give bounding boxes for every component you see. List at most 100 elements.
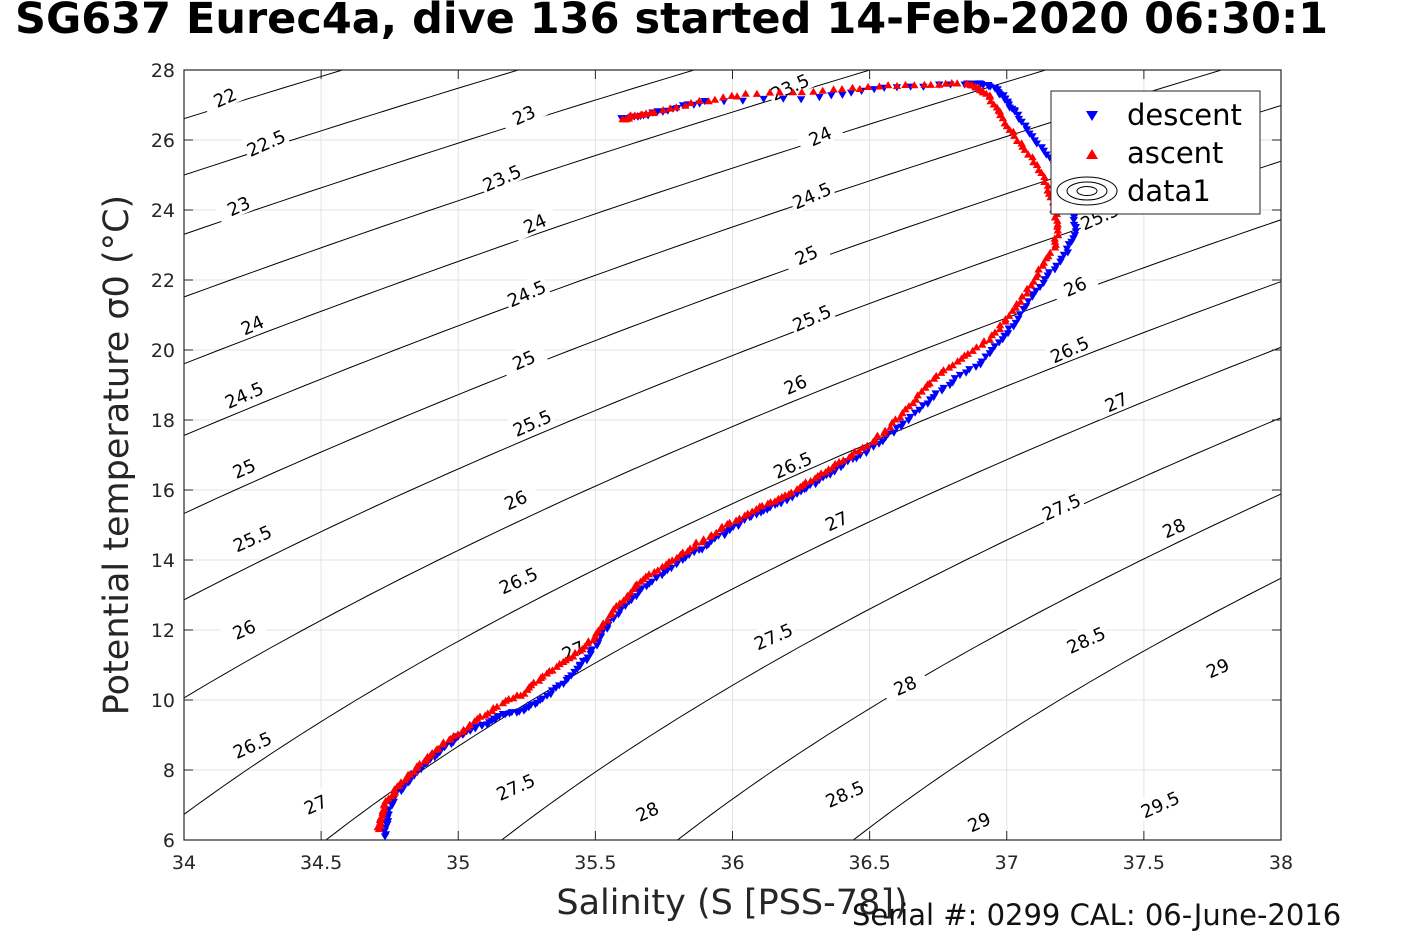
ascent-point <box>757 501 767 509</box>
ascent-point <box>855 84 864 92</box>
ascent-point <box>934 80 944 88</box>
ascent-point <box>925 379 934 387</box>
ascent-point <box>963 349 973 357</box>
ascent-point <box>863 441 872 449</box>
descent-point <box>889 429 899 437</box>
ascent-point <box>1029 158 1038 166</box>
contour-label-bg <box>1049 266 1100 305</box>
ascent-point <box>1017 139 1026 147</box>
ascent-point <box>898 409 907 417</box>
descent-point <box>697 546 707 554</box>
y-tick-label: 20 <box>151 340 175 362</box>
ascent-point <box>986 97 995 105</box>
descent-point <box>915 406 924 414</box>
ascent-point <box>995 325 1005 333</box>
ascent-point <box>797 88 806 96</box>
isopycnal-line <box>184 104 1281 515</box>
ascent-point <box>1040 172 1049 180</box>
descent-point <box>1070 232 1079 240</box>
contour-label-bg <box>786 175 836 214</box>
descent-point <box>759 95 768 103</box>
descent-point <box>981 353 990 361</box>
legend-ascent-label: ascent <box>1127 136 1223 170</box>
ascent-point <box>672 103 681 111</box>
ascent-point <box>941 79 950 87</box>
contour-label-bg <box>548 630 598 669</box>
descent-point <box>965 366 974 374</box>
descent-point <box>779 95 788 103</box>
ascent-point <box>920 80 929 88</box>
ascent-point <box>787 488 796 496</box>
ascent-point <box>765 88 775 96</box>
contour-label-bg <box>767 444 817 483</box>
descent-point <box>1069 216 1078 225</box>
contour-label-bg <box>879 665 930 704</box>
contour-label-bg <box>953 801 1004 840</box>
ascent-point <box>725 518 734 526</box>
descent-point <box>977 358 986 366</box>
ascent-point <box>910 81 919 89</box>
x-axis-label: Salinity (S [PSS-78]) <box>556 883 907 923</box>
descent-point <box>892 424 901 432</box>
ascent-point <box>892 81 902 89</box>
ascent-point <box>707 531 716 539</box>
ascent-point <box>901 80 910 88</box>
ascent-point <box>570 648 580 657</box>
ascent-point <box>410 768 419 776</box>
ascent-point <box>829 85 838 93</box>
chart-title: SG637 Eurec4a, dive 136 started 14-Feb-2… <box>15 0 1329 44</box>
descent-point <box>918 402 928 410</box>
ascent-point <box>1033 270 1043 278</box>
descent-point <box>1003 330 1013 338</box>
ascent-point <box>433 744 443 752</box>
ascent-point <box>1011 303 1020 311</box>
y-axis-ticks: 6 8 10 12 14 16 18 20 22 24 26 28 <box>151 60 1281 852</box>
descent-point <box>994 89 1003 97</box>
contour-label-bg <box>218 448 269 487</box>
contour-label: 24 <box>227 304 277 343</box>
ascent-point <box>848 83 857 91</box>
ascent-point <box>376 821 386 829</box>
contour-label-bg <box>781 234 831 273</box>
y-tick-label: 18 <box>151 410 175 432</box>
descent-point <box>604 622 613 630</box>
isopycnal-line <box>676 493 1281 840</box>
ascent-point <box>650 568 659 576</box>
ascent-point <box>948 361 957 369</box>
ascent-point <box>597 622 606 630</box>
ascent-point <box>1024 150 1033 158</box>
descent-point <box>621 602 630 610</box>
ascent-point <box>1000 119 1009 127</box>
descent-point <box>1039 279 1048 287</box>
descent-point <box>587 646 597 654</box>
descent-point <box>878 438 887 446</box>
y-tick-label: 28 <box>151 60 175 82</box>
ascent-point <box>1005 125 1014 133</box>
ascent-point <box>1053 220 1062 228</box>
ascent-point <box>972 343 981 351</box>
ascent-point <box>1029 277 1038 285</box>
contour-label-bg <box>498 339 548 378</box>
isopycnal-line <box>184 219 1281 699</box>
ascent-point <box>926 80 935 88</box>
legend-data1-label: data1 <box>1127 174 1211 208</box>
contour-label: 25 <box>498 339 548 378</box>
ascent-point <box>837 85 847 93</box>
descent-point <box>950 375 960 383</box>
contour-label-bg <box>1134 784 1185 823</box>
descent-point <box>990 343 999 351</box>
descent-point <box>471 724 481 732</box>
ascent-point <box>1043 186 1052 194</box>
contour-label-bg <box>1060 619 1111 658</box>
isopycnal-line <box>325 346 1281 840</box>
ascent-point <box>818 86 827 94</box>
descent-point <box>603 625 612 633</box>
y-tick-label: 10 <box>151 690 175 712</box>
descent-point <box>1044 269 1054 277</box>
descent-point <box>994 339 1004 347</box>
ascent-point <box>904 402 914 410</box>
ascent-point <box>911 395 921 403</box>
ascent-point <box>1027 281 1036 289</box>
isopycnal-line <box>500 417 1281 840</box>
